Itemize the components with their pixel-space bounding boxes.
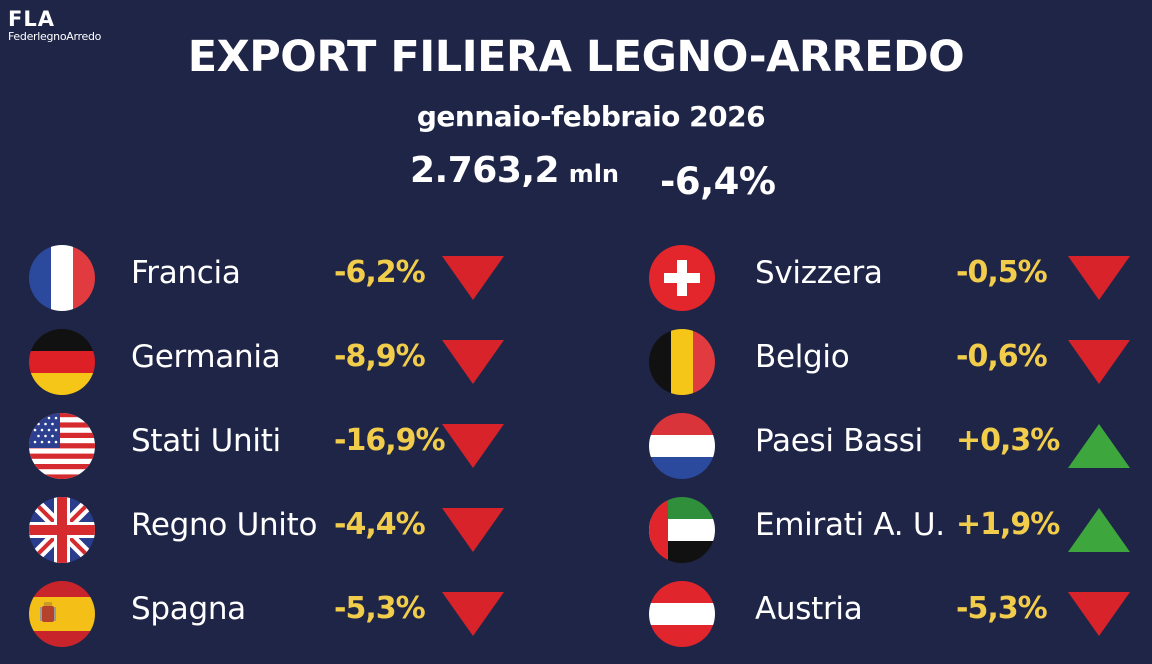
up-arrow-icon [1068, 424, 1130, 468]
down-arrow-icon [442, 424, 504, 468]
logo-mark: FLA [8, 7, 55, 31]
down-arrow-icon [442, 256, 504, 300]
change-value: +0,3% [956, 423, 1060, 458]
down-arrow-icon [1068, 592, 1130, 636]
change-value: -16,9% [334, 423, 446, 458]
country-name: Paesi Bassi [755, 423, 923, 459]
country-row-stati-uniti: Stati Uniti -16,9% [28, 412, 508, 496]
belgium-flag-icon [648, 328, 716, 396]
country-name: Francia [131, 255, 241, 291]
total-export: 2.763,2 mln [410, 150, 619, 191]
change-value: -6,2% [334, 255, 426, 290]
country-name: Spagna [131, 591, 246, 627]
change-value: -4,4% [334, 507, 426, 542]
change-value: -0,5% [956, 255, 1048, 290]
country-row-belgio: Belgio -0,6% [648, 328, 1132, 412]
country-row-paesi-bassi: Paesi Bassi +0,3% [648, 412, 1132, 496]
uk-flag-icon [28, 496, 96, 564]
total-value: 2.763,2 [410, 150, 560, 191]
country-name: Stati Uniti [131, 423, 281, 459]
down-arrow-icon [1068, 256, 1130, 300]
uae-flag-icon [648, 496, 716, 564]
country-name: Austria [755, 591, 863, 627]
up-arrow-icon [1068, 508, 1130, 552]
down-arrow-icon [442, 340, 504, 384]
fla-logo: FLA FederlegnoArredo [8, 8, 101, 43]
country-name: Belgio [755, 339, 850, 375]
logo-name: FederlegnoArredo [8, 30, 102, 43]
down-arrow-icon [442, 508, 504, 552]
spain-flag-icon [28, 580, 96, 648]
total-unit: mln [568, 160, 620, 188]
country-row-spagna: Spagna -5,3% [28, 580, 508, 664]
country-row-francia: Francia -6,2% [28, 244, 508, 328]
country-row-regno-unito: Regno Unito -4,4% [28, 496, 508, 580]
country-name: Germania [131, 339, 281, 375]
country-row-germania: Germania -8,9% [28, 328, 508, 412]
change-value: -8,9% [334, 339, 426, 374]
france-flag-icon [28, 244, 96, 312]
country-name: Svizzera [755, 255, 883, 291]
switzerland-flag-icon [648, 244, 716, 312]
netherlands-flag-icon [648, 412, 716, 480]
country-name: Regno Unito [131, 507, 318, 543]
down-arrow-icon [1068, 340, 1130, 384]
germany-flag-icon [28, 328, 96, 396]
country-row-austria: Austria -5,3% [648, 580, 1132, 664]
country-name: Emirati A. U. [755, 507, 945, 543]
page-title: EXPORT FILIERA LEGNO-ARREDO [187, 32, 965, 82]
country-row-svizzera: Svizzera -0,5% [648, 244, 1132, 328]
change-value: -5,3% [334, 591, 426, 626]
total-change: -6,4% [660, 160, 776, 203]
period-subtitle: gennaio-febbraio 2026 [416, 100, 766, 133]
country-row-emirati: Emirati A. U. +1,9% [648, 496, 1132, 580]
change-value: +1,9% [956, 507, 1060, 542]
change-value: -0,6% [956, 339, 1048, 374]
change-value: -5,3% [956, 591, 1048, 626]
down-arrow-icon [442, 592, 504, 636]
usa-flag-icon [28, 412, 96, 480]
austria-flag-icon [648, 580, 716, 648]
